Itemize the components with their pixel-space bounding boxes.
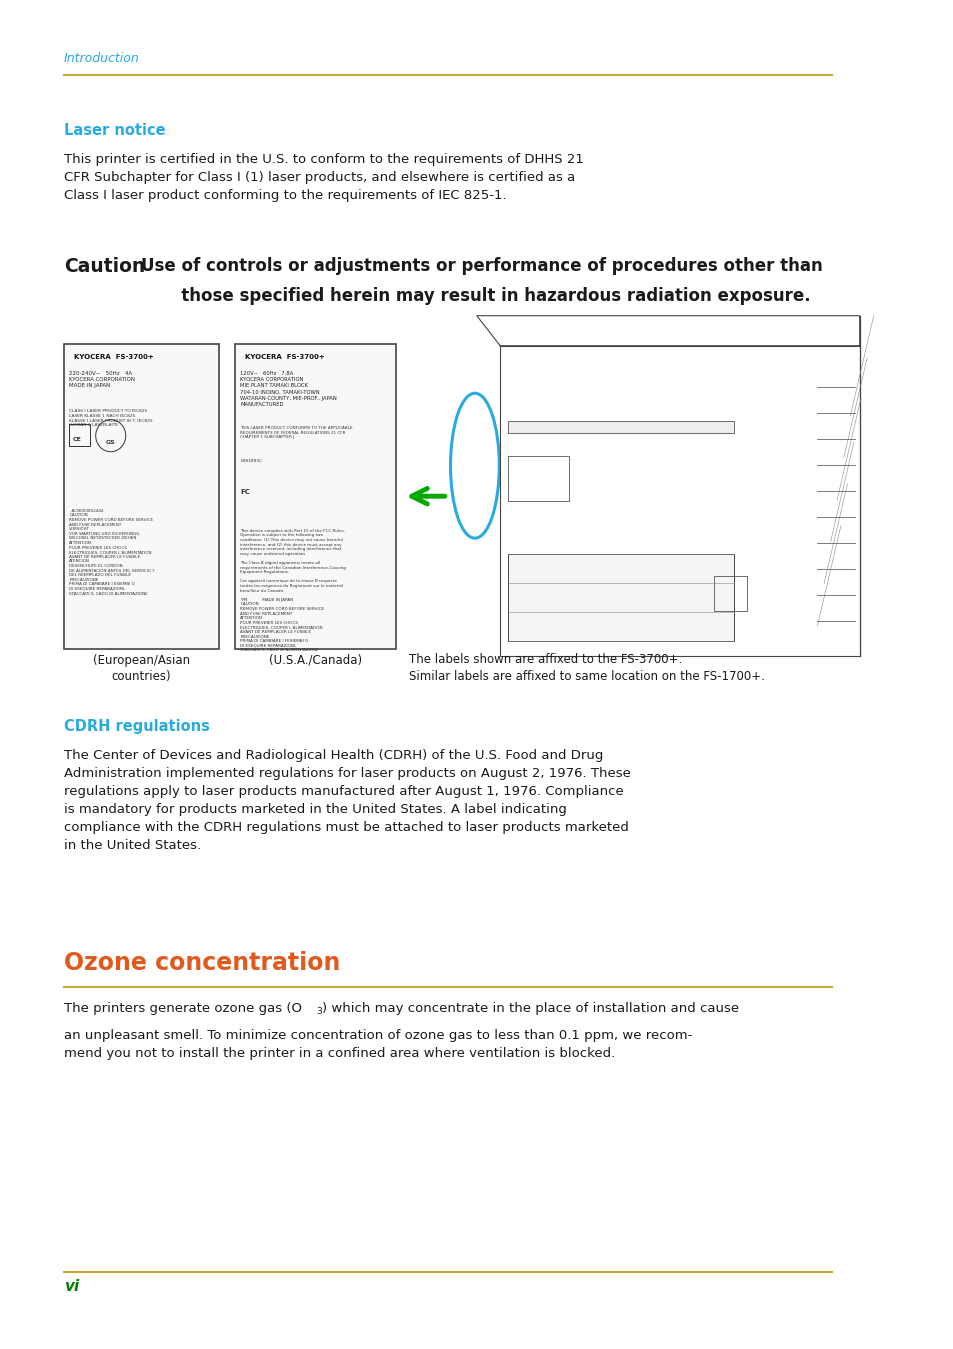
- Text: The Center of Devices and Radiological Health (CDRH) of the U.S. Food and Drug
A: The Center of Devices and Radiological H…: [64, 749, 630, 851]
- Text: 220-240V~   50Hz   4A
KYOCERA CORPORATION
MADE IN JAPAN: 220-240V~ 50Hz 4A KYOCERA CORPORATION MA…: [70, 371, 135, 389]
- Bar: [499, 345, 859, 656]
- Text: Use of controls or adjustments or performance of procedures other than: Use of controls or adjustments or perfor…: [141, 256, 821, 275]
- Text: This printer is certified in the U.S. to conform to the requirements of DHHS 21
: This printer is certified in the U.S. to…: [64, 152, 583, 202]
- Text: CLASS I LASER PRODUCT TO IEC825
LASER KLASSE 1 NACH IEC825
KLASSE I LASER PRODUK: CLASS I LASER PRODUCT TO IEC825 LASER KL…: [70, 409, 153, 428]
- Text: This device complies with Part 15 of the FCC Rules.
Operation is subject to the : This device complies with Part 15 of the…: [240, 529, 346, 653]
- Text: Introduction: Introduction: [64, 53, 139, 65]
- Text: ACN003852444
CAUTION
REMOVE POWER CORD BEFORE SERVICE
AND FUSE REPLACEMENT
VORSI: ACN003852444 CAUTION REMOVE POWER CORD B…: [70, 509, 155, 595]
- Text: an unpleasant smell. To minimize concentration of ozone gas to less than 0.1 ppm: an unpleasant smell. To minimize concent…: [64, 1029, 692, 1060]
- Text: KYOCERA  FS-3700+: KYOCERA FS-3700+: [240, 353, 325, 360]
- Text: GS: GS: [106, 440, 115, 445]
- Text: 3: 3: [316, 1008, 322, 1016]
- Text: The labels shown are affixed to the FS-3700+.
Similar labels are affixed to same: The labels shown are affixed to the FS-3…: [409, 653, 764, 683]
- Text: Ozone concentration: Ozone concentration: [64, 951, 340, 974]
- Text: KYOCERA  FS-3700+: KYOCERA FS-3700+: [70, 353, 154, 360]
- Text: CE: CE: [72, 437, 81, 441]
- Bar: [64, 344, 218, 649]
- Text: Caution: Caution: [64, 256, 145, 277]
- Text: CDRH regulations: CDRH regulations: [64, 719, 210, 734]
- Text: (U.S.A./Canada): (U.S.A./Canada): [269, 654, 361, 666]
- Bar: [507, 421, 733, 433]
- Text: ) which may concentrate in the place of installation and cause: ) which may concentrate in the place of …: [321, 1001, 738, 1014]
- Text: vi: vi: [64, 1279, 79, 1294]
- Text: (European/Asian
countries): (European/Asian countries): [92, 654, 190, 683]
- Bar: [507, 554, 733, 641]
- Text: FC: FC: [240, 488, 250, 495]
- Text: The printers generate ozone gas (O: The printers generate ozone gas (O: [64, 1001, 301, 1014]
- Bar: [713, 576, 746, 611]
- Text: THIS LASER PRODUCT CONFORMS TO THE APPLICABLE
REQUIREMENTS OF FEDERAL REGULATION: THIS LASER PRODUCT CONFORMS TO THE APPLI…: [240, 426, 353, 438]
- Bar: [234, 344, 395, 649]
- Text: those specified herein may result in hazardous radiation exposure.: those specified herein may result in haz…: [141, 287, 809, 305]
- Text: Laser notice: Laser notice: [64, 123, 165, 138]
- Bar: [70, 424, 90, 445]
- Text: LR81893C: LR81893C: [240, 459, 262, 463]
- Bar: [507, 456, 568, 500]
- Text: 120V~   60Hz   7.8A
KYOCERA CORPORATION
MIE PLANT TAMAKI BLOCK
704-10 INOINO, TA: 120V~ 60Hz 7.8A KYOCERA CORPORATION MIE …: [240, 371, 336, 406]
